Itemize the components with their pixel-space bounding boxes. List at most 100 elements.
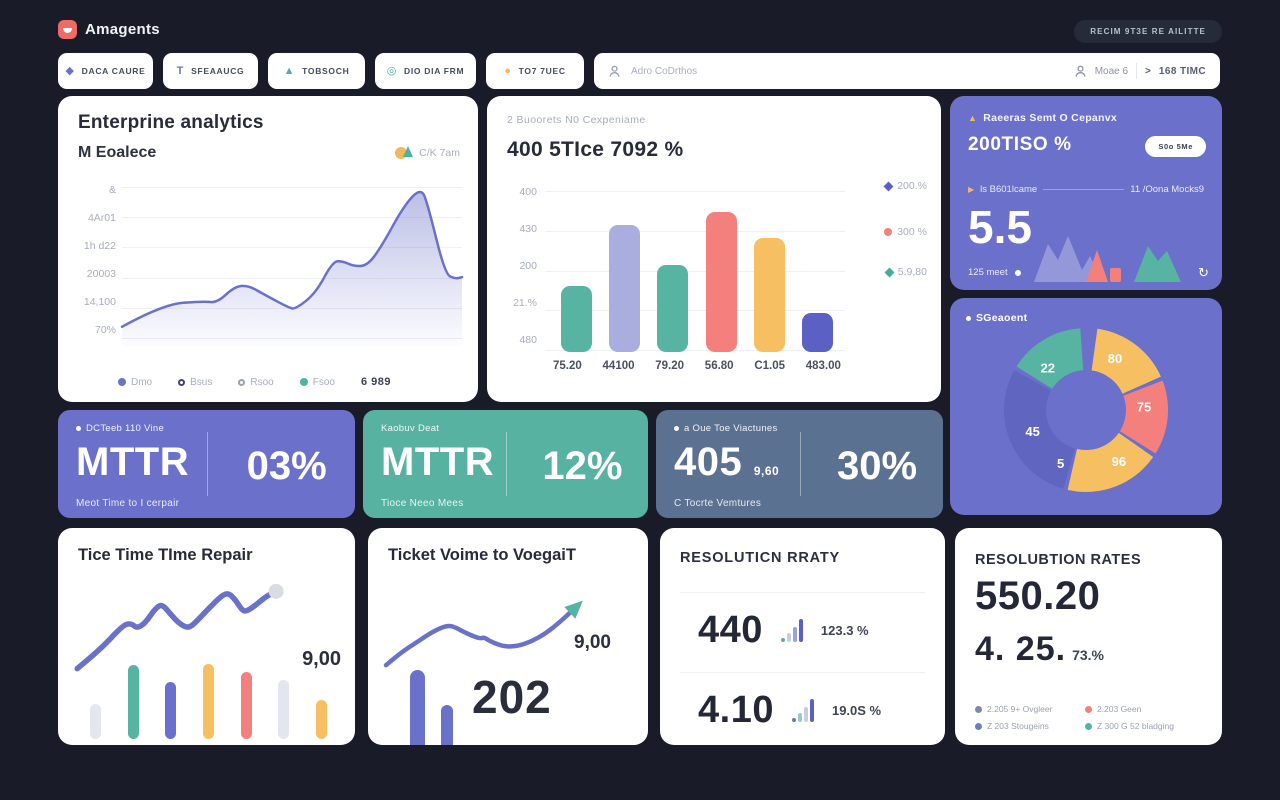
bar (410, 670, 425, 745)
stat-tag: a Oue Toe Viactunes (674, 423, 778, 434)
donut-slice (1119, 380, 1169, 454)
toolbar-button-label: DIO DIA FRM (404, 66, 465, 76)
app-logo: Amagents (58, 20, 160, 39)
trend-line (383, 608, 575, 668)
divider (1136, 63, 1138, 79)
endpoint-dot (268, 583, 284, 599)
kpi-header: ▲ Raeeras Semt O Cepanvx (968, 112, 1118, 124)
toolbar-button-data-caure[interactable]: ◆ DACA CAURE (58, 53, 153, 89)
stat-caption: C Tocrte Vemtures (674, 498, 762, 509)
bar (278, 680, 290, 739)
bar (127, 665, 139, 739)
mini-bar-chart (90, 647, 327, 739)
secondary-value: 4. 25. (975, 630, 1067, 668)
legend-dot-icon (975, 722, 982, 730)
toolbar-button-tobsoch[interactable]: ▲ TOBSOCH (268, 53, 365, 89)
bar (801, 313, 833, 352)
kpi-value: 200TISO % (968, 134, 1072, 155)
search-input[interactable] (629, 64, 1066, 78)
refresh-icon[interactable]: ↻ (1198, 265, 1209, 280)
legend-dot-icon (1084, 722, 1092, 730)
toolbar-button-label: TO7 7UEC (518, 66, 566, 76)
brand-name: Amagents (85, 21, 160, 38)
donut-slice (1091, 328, 1161, 394)
divider (1043, 189, 1125, 190)
toolbar-button-label: SFEAAUCG (191, 66, 245, 76)
bar-chart-card: 2 Buoorets N0 Cexpeniame 400 5TIce 7092 … (487, 96, 941, 402)
mountain-sparkline (1034, 236, 1181, 282)
card-title: Ticket Voime to VoegaiT (388, 546, 576, 564)
card-title: RESOLUBTION RATES (975, 552, 1142, 568)
legend-dot-icon (975, 705, 982, 713)
stat-card-mttr-2: Kaobuv Deat MTTR 12% Tioce Neeo Mees (363, 410, 648, 518)
card-subtitle: M Eoalece (78, 144, 157, 161)
legend-item: 200.% (883, 180, 927, 192)
session-link[interactable]: 168 TIMC (1158, 65, 1206, 77)
resolution-rates-card: RESOLUBTION RATES 550.20 4. 25. 73.% 2.2… (955, 528, 1222, 745)
donut-slice-label: 45 (1025, 424, 1039, 439)
big-value: 202 (472, 671, 552, 723)
stat-tag: DCTeeb 110 Vine (76, 423, 164, 434)
corner-label: C/K 7am (419, 147, 460, 159)
mini-logo-icon (395, 146, 414, 160)
bar (609, 224, 641, 352)
toolbar-button-to7-7uec[interactable]: ● TO7 7UEC (486, 53, 584, 89)
divider (206, 432, 208, 496)
trend-line-chart (74, 583, 284, 672)
enterprise-analytics-card: Enterprine analytics M Eoalece C/K 7am &… (58, 96, 478, 402)
legend-item: Rsoo (238, 377, 274, 388)
chart-source-label: C/K 7am (395, 146, 460, 160)
stat-caption: Meot Time to I cerpair (76, 498, 180, 509)
legend-item: Z 203 Stougeins (975, 721, 1085, 731)
kpi-pill-button[interactable]: S0o 5Me (1145, 136, 1206, 157)
bar (202, 663, 214, 739)
warning-triangle-icon: ▲ (968, 112, 978, 123)
metric-row: 440 123.3 % (660, 598, 945, 662)
user-label[interactable]: Moae 6 (1094, 65, 1129, 77)
app-logo-icon (58, 20, 77, 39)
signal-bars-icon (780, 618, 803, 642)
divider (799, 432, 801, 496)
user-icon (1075, 65, 1086, 77)
stat-metric: 405 9,60 (674, 440, 780, 484)
divider (680, 672, 925, 673)
kpi-subrow: ▶ ls B601lcame 11 /Oona Mocks9 (968, 184, 1204, 195)
diamond-marker-icon (883, 181, 894, 191)
stat-percent: 03% (246, 444, 327, 488)
triangle-icon: ▲ (283, 64, 296, 77)
signal-bars-icon (791, 698, 814, 722)
ticket-volume-card: Ticket Voime to VoegaiT 9,00 202 (368, 528, 648, 745)
divider (680, 592, 925, 593)
chart-legend: Dmo Bsus Rsoo Fsoo 6 989 (118, 376, 391, 388)
donut-slice-label: 96 (1112, 454, 1126, 469)
metric-percent: 19.0S % (831, 702, 882, 718)
metric-value: 4.10 (698, 688, 774, 731)
toolbar-button-dio-dia-frm[interactable]: ◎ DIO DIA FRM (375, 53, 476, 89)
diamond-icon: ◆ (65, 64, 75, 77)
target-icon: ◎ (386, 64, 398, 77)
bar (315, 700, 327, 739)
dot-icon (674, 426, 679, 431)
header-action-button[interactable]: RECIM 9T3E RE AILITTE (1074, 20, 1222, 43)
bar (657, 265, 689, 352)
kpi-footer: 125 meet (968, 267, 1021, 278)
bar (753, 237, 785, 352)
bar (561, 286, 592, 352)
diamond-marker-icon (884, 267, 895, 277)
legend-total: 6 989 (360, 376, 391, 388)
kpi-big-value: 5.5 (968, 201, 1032, 253)
donut-slice (1004, 370, 1075, 489)
donut-slice-label: 75 (1137, 399, 1151, 414)
legend-dot-icon (118, 378, 126, 386)
primary-value: 550.20 (975, 574, 1101, 618)
bar (240, 671, 252, 739)
donut-slice (1067, 432, 1154, 492)
trend-value: 9,00 (302, 648, 341, 670)
legend-item: Fsoo (299, 377, 335, 388)
legend-item: Z 300 G 52 bladging (1084, 721, 1214, 731)
stat-metric: MTTR (381, 440, 495, 484)
divider (505, 432, 507, 496)
area-chart (120, 186, 464, 346)
toolbar-button-sfeaaucg[interactable]: T SFEAAUCG (163, 53, 258, 89)
metric-value: 440 (698, 608, 763, 651)
